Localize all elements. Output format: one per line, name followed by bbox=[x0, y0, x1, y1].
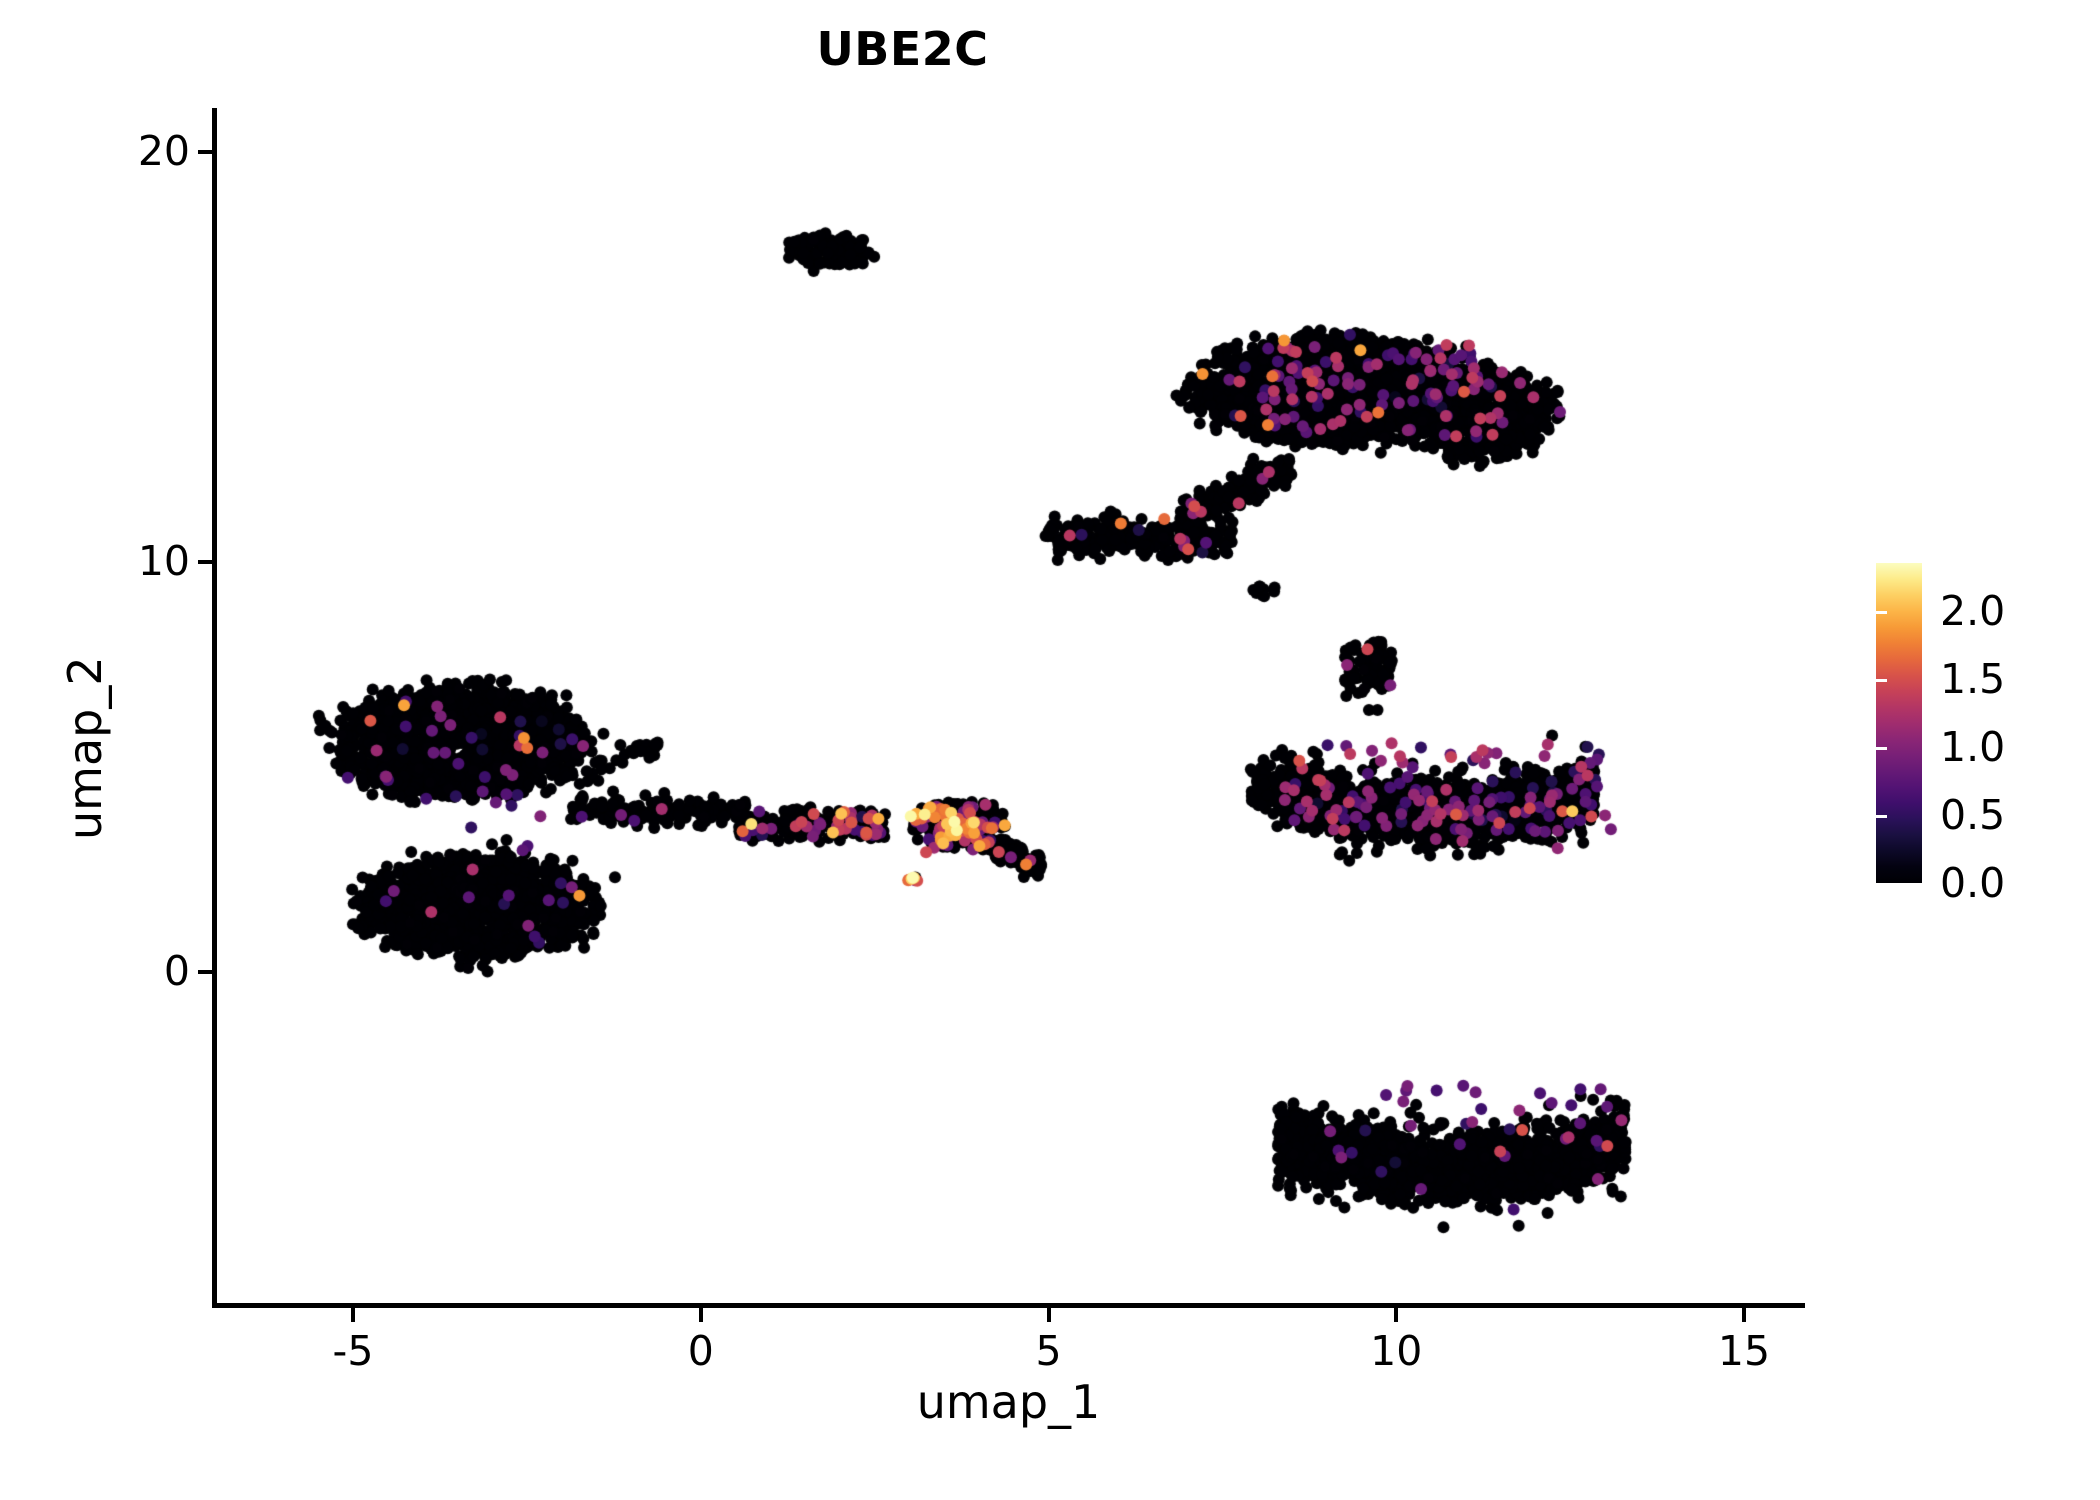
x-axis-label: umap_1 bbox=[916, 1375, 1101, 1429]
x-tick-mark bbox=[351, 1308, 355, 1322]
colorbar-tick-label: 2.0 bbox=[1940, 586, 2006, 635]
y-tick-label: 20 bbox=[137, 127, 190, 175]
y-tick-mark bbox=[198, 560, 212, 564]
x-tick-label: 0 bbox=[687, 1327, 714, 1375]
y-tick-mark bbox=[198, 970, 212, 974]
scatter-points-canvas bbox=[212, 110, 1805, 1305]
colorbar-tick-label: 1.5 bbox=[1940, 654, 2006, 703]
x-tick-mark bbox=[1742, 1308, 1746, 1322]
colorbar-tick-label: 1.0 bbox=[1940, 722, 2006, 771]
x-tick-label: 10 bbox=[1370, 1327, 1423, 1375]
colorbar-tick-mark bbox=[1876, 610, 1887, 614]
y-axis-spine bbox=[212, 108, 217, 1308]
colorbar-tick-mark bbox=[1876, 883, 1887, 886]
y-tick-label: 0 bbox=[163, 947, 190, 995]
colorbar-gradient bbox=[1876, 563, 1922, 883]
x-tick-mark bbox=[1394, 1308, 1399, 1322]
x-tick-mark bbox=[1046, 1308, 1051, 1322]
y-axis-label: umap_2 bbox=[58, 656, 112, 840]
colorbar-tick-mark bbox=[1865, 678, 1876, 682]
colorbar-tick-mark bbox=[1876, 746, 1887, 750]
y-tick-mark bbox=[198, 150, 212, 154]
colorbar-tick-mark bbox=[1876, 678, 1887, 682]
colorbar-tick-label: 0.5 bbox=[1940, 790, 2006, 839]
x-tick-mark bbox=[698, 1308, 703, 1322]
x-tick-label: 5 bbox=[1035, 1327, 1062, 1375]
x-tick-label: -5 bbox=[332, 1327, 374, 1375]
x-tick-label: 15 bbox=[1717, 1327, 1771, 1375]
colorbar-tick-mark bbox=[1865, 883, 1876, 886]
colorbar-tick-mark bbox=[1865, 814, 1876, 818]
chart-title: UBE2C bbox=[816, 22, 989, 76]
colorbar-tick-label: 0.0 bbox=[1940, 859, 2006, 907]
colorbar-tick-mark bbox=[1865, 610, 1876, 614]
plot-area bbox=[212, 110, 1805, 1305]
colorbar-tick-mark bbox=[1876, 814, 1887, 818]
colorbar-tick-mark bbox=[1865, 746, 1876, 750]
y-tick-label: 10 bbox=[137, 537, 190, 585]
x-axis-spine bbox=[212, 1303, 1805, 1308]
